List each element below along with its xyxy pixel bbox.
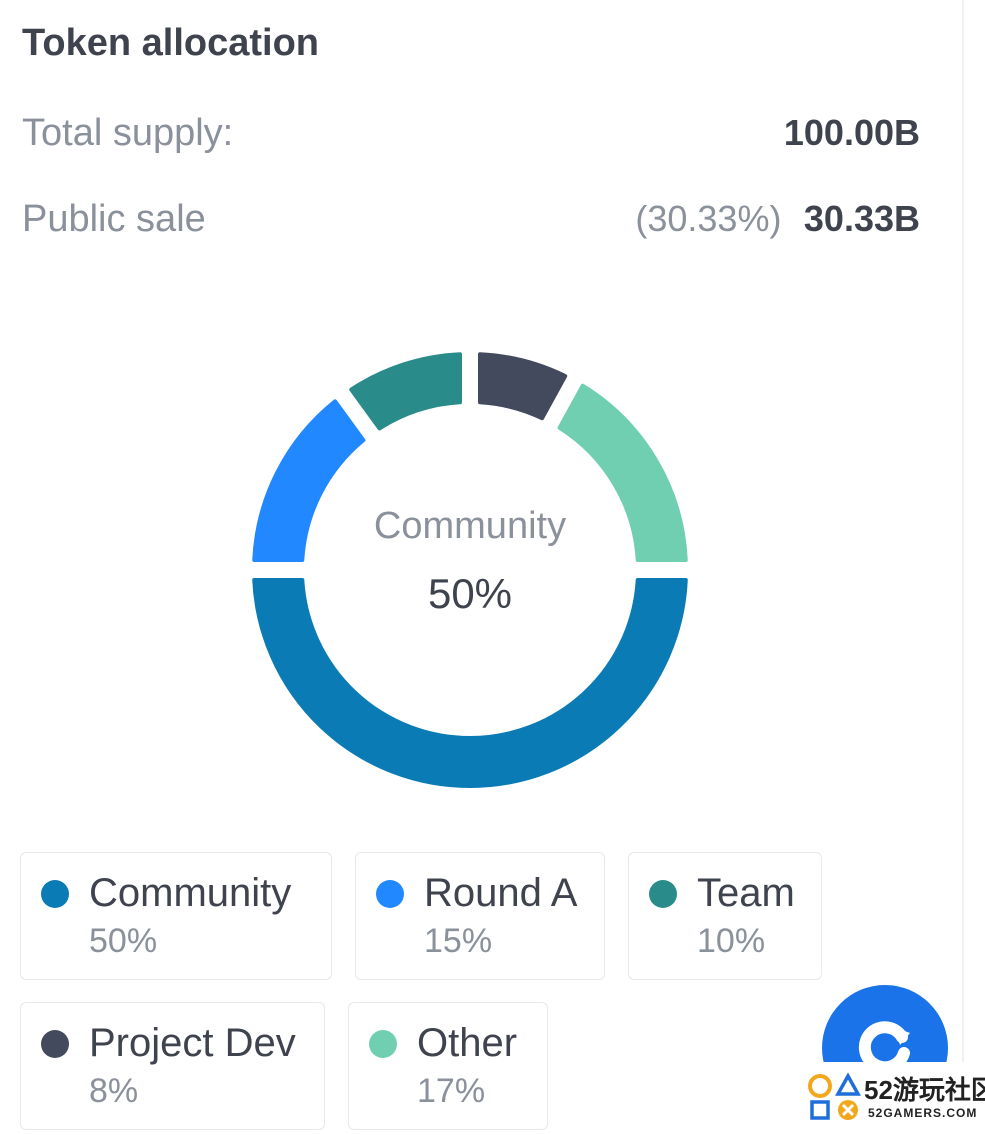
legend-head: Community	[41, 871, 311, 916]
legend-pct: 17%	[417, 1072, 486, 1110]
panel-divider	[962, 0, 964, 1130]
legend-head: Project Dev	[41, 1021, 304, 1066]
legend-dot	[376, 879, 404, 908]
legend-item-round-a[interactable]: Round A 15%	[355, 852, 605, 980]
donut-center-label: Community	[374, 505, 566, 547]
legend-item-project-dev[interactable]: Project Dev 8%	[20, 1002, 325, 1130]
total-supply-value: 100.00B	[783, 112, 920, 153]
page-title: Token allocation	[22, 22, 320, 64]
legend-pct: 8%	[89, 1072, 139, 1110]
public-sale-pct: (30.33%)	[635, 198, 782, 239]
public-sale-values: (30.33%) 30.33B	[635, 198, 920, 240]
legend-item-other[interactable]: Other 17%	[348, 1002, 548, 1130]
watermark-logo-text: 52游玩社区	[864, 1075, 985, 1105]
legend-pct: 15%	[424, 922, 493, 960]
legend-name: Other	[417, 1021, 518, 1065]
legend-pct: 10%	[697, 922, 766, 960]
donut-slices[interactable]	[252, 352, 688, 789]
legend-name: Round A	[424, 871, 578, 915]
donut-center-value: 50%	[428, 570, 512, 617]
watermark-logo-icon	[808, 1072, 861, 1120]
watermark-subtext: 52GAMERS.COM	[868, 1106, 978, 1120]
legend-name: Project Dev	[89, 1021, 296, 1065]
legend-item-community[interactable]: Community 50%	[20, 852, 332, 980]
legend-dot	[41, 1029, 69, 1058]
legend-name: Team	[697, 871, 795, 915]
donut-slice-team[interactable]	[349, 352, 463, 431]
legend-dot	[369, 1029, 397, 1058]
total-supply-label: Total supply:	[22, 112, 234, 154]
donut-slice-other[interactable]	[557, 383, 688, 563]
legend-dot	[649, 879, 677, 908]
total-supply-row: Total supply: 100.00B	[22, 112, 920, 155]
legend-pct: 50%	[89, 922, 158, 960]
legend-head: Other	[369, 1021, 527, 1066]
public-sale-value: 30.33B	[803, 198, 920, 239]
donut-slice-project-dev[interactable]	[477, 352, 568, 421]
site-watermark: 52游玩社区 52GAMERS.COM	[800, 1062, 985, 1130]
legend-head: Round A	[376, 871, 584, 916]
legend-head: Team	[649, 871, 801, 916]
legend-item-team[interactable]: Team 10%	[628, 852, 822, 980]
donut-slice-community[interactable]	[252, 577, 688, 789]
public-sale-label: Public sale	[22, 198, 206, 240]
public-sale-row: Public sale (30.33%) 30.33B	[22, 198, 920, 241]
legend-name: Community	[89, 871, 292, 915]
donut-slice-round-a[interactable]	[252, 399, 366, 563]
legend-dot	[41, 879, 69, 908]
allocation-donut-chart[interactable]: Community 50%	[0, 300, 940, 820]
